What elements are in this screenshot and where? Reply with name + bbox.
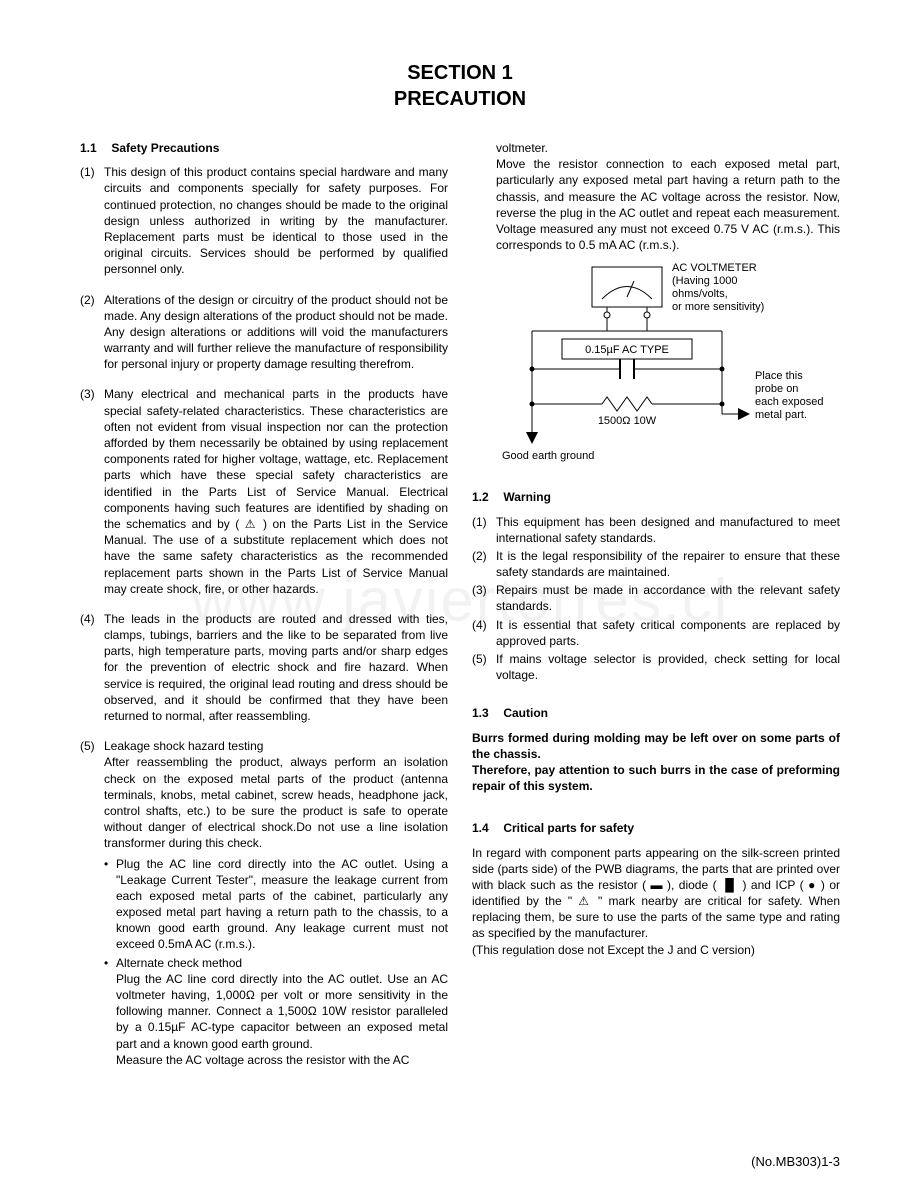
heading-num: 1.3 xyxy=(472,705,500,721)
warn-4: (4)It is essential that safety critical … xyxy=(472,617,840,649)
leakage-test-diagram: 0.15µF AC TYPE 1500Ω 10W xyxy=(472,259,840,469)
bullet-dot: • xyxy=(104,955,116,1068)
bullet-list: • Plug the AC line cord directly into th… xyxy=(104,856,448,1068)
item-num: (1) xyxy=(80,164,104,277)
page: www.javiertorres.cl SECTION 1 PRECAUTION… xyxy=(0,0,920,1191)
warn-3: (3)Repairs must be made in accordance wi… xyxy=(472,582,840,614)
bullet-2-body: Plug the AC line cord directly into the … xyxy=(116,972,448,1067)
page-footer: (No.MB303)1-3 xyxy=(751,1154,840,1169)
item-text: If mains voltage selector is provided, c… xyxy=(496,651,840,683)
continuation-text: voltmeter. Move the resistor connection … xyxy=(472,140,840,253)
caution-text: Burrs formed during molding may be left … xyxy=(472,730,840,795)
bullet-text: Plug the AC line cord directly into the … xyxy=(116,856,448,953)
item-num: (5) xyxy=(472,651,496,683)
diagram-res-label: 1500Ω 10W xyxy=(598,415,657,427)
item-num: (3) xyxy=(472,582,496,614)
item-text: Many electrical and mechanical parts in … xyxy=(104,386,448,596)
item-4: (4) The leads in the products are routed… xyxy=(80,611,448,724)
bullet-2: • Alternate check method Plug the AC lin… xyxy=(104,955,448,1068)
diagram-probe-label: Place this probe on each exposed metal p… xyxy=(755,370,827,421)
warn-2: (2)It is the legal responsibility of the… xyxy=(472,548,840,580)
right-column: voltmeter. Move the resistor connection … xyxy=(472,140,840,1070)
item-1: (1) This design of this product contains… xyxy=(80,164,448,277)
diagram-cap-label: 0.15µF AC TYPE xyxy=(585,344,669,356)
heading-num: 1.1 xyxy=(80,140,108,156)
bullet-2-title: Alternate check method xyxy=(116,956,242,970)
heading-text: Caution xyxy=(503,706,548,720)
item-text: This design of this product contains spe… xyxy=(104,164,448,277)
warn-5: (5)If mains voltage selector is provided… xyxy=(472,651,840,683)
item-text: Repairs must be made in accordance with … xyxy=(496,582,840,614)
item-num: (2) xyxy=(80,292,104,373)
columns: 1.1 Safety Precautions (1) This design o… xyxy=(80,140,840,1070)
item-2: (2) Alterations of the design or circuit… xyxy=(80,292,448,373)
item-num: (4) xyxy=(80,611,104,724)
item-num: (2) xyxy=(472,548,496,580)
bullet-1: • Plug the AC line cord directly into th… xyxy=(104,856,448,953)
item-5-title: Leakage shock hazard testing xyxy=(104,738,448,754)
heading-text: Safety Precautions xyxy=(111,141,219,155)
heading-text: Warning xyxy=(503,490,551,504)
item-num: (4) xyxy=(472,617,496,649)
heading-num: 1.4 xyxy=(472,820,500,836)
section-title-line2: PRECAUTION xyxy=(80,86,840,112)
warn-1: (1)This equipment has been designed and … xyxy=(472,514,840,546)
heading-text: Critical parts for safety xyxy=(503,821,634,835)
critical-parts-text: In regard with component parts appearing… xyxy=(472,845,840,958)
item-num: (3) xyxy=(80,386,104,596)
item-num: (5) xyxy=(80,738,104,1070)
bullet-dot: • xyxy=(104,856,116,953)
heading-1-1: 1.1 Safety Precautions xyxy=(80,140,448,156)
section-title: SECTION 1 PRECAUTION xyxy=(80,60,840,112)
item-text: Alterations of the design or circuitry o… xyxy=(104,292,448,373)
diagram-ground-label: Good earth ground xyxy=(502,450,594,462)
left-column: 1.1 Safety Precautions (1) This design o… xyxy=(80,140,448,1070)
item-text: Leakage shock hazard testing After reass… xyxy=(104,738,448,1070)
diagram-voltmeter-label: AC VOLTMETER (Having 1000 ohms/volts, or… xyxy=(672,262,764,313)
diagram-svg: 0.15µF AC TYPE 1500Ω 10W xyxy=(472,259,832,469)
item-5: (5) Leakage shock hazard testing After r… xyxy=(80,738,448,1070)
item-3: (3) Many electrical and mechanical parts… xyxy=(80,386,448,596)
item-text: It is essential that safety critical com… xyxy=(496,617,840,649)
item-num: (1) xyxy=(472,514,496,546)
item-text: The leads in the products are routed and… xyxy=(104,611,448,724)
heading-num: 1.2 xyxy=(472,489,500,505)
bullet-text: Alternate check method Plug the AC line … xyxy=(116,955,448,1068)
heading-1-2: 1.2 Warning xyxy=(472,489,840,505)
section-title-line1: SECTION 1 xyxy=(80,60,840,86)
item-text: This equipment has been designed and man… xyxy=(496,514,840,546)
item-5-body: After reassembling the product, always p… xyxy=(104,754,448,851)
heading-1-3: 1.3 Caution xyxy=(472,705,840,721)
heading-1-4: 1.4 Critical parts for safety xyxy=(472,820,840,836)
item-text: It is the legal responsibility of the re… xyxy=(496,548,840,580)
